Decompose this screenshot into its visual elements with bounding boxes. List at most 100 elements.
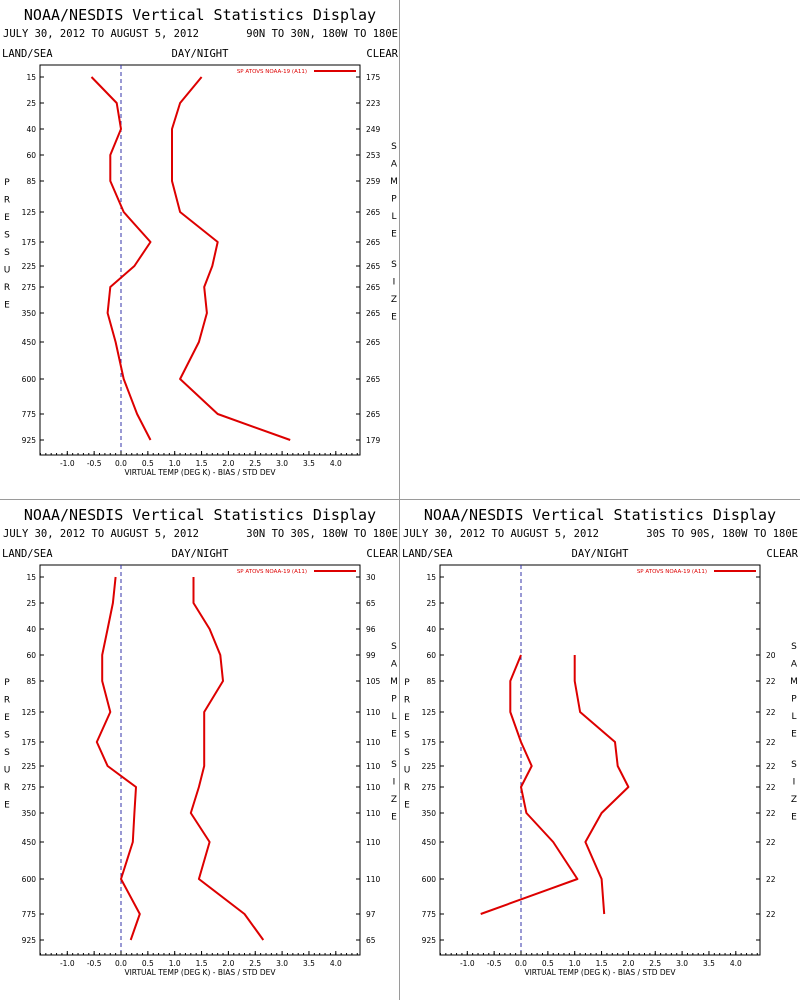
land-sea-label: LAND/SEA bbox=[402, 548, 453, 560]
y2-axis-label-letter: M bbox=[390, 677, 398, 687]
pressure-label: 350 bbox=[22, 809, 37, 818]
chart-svg: NOAA/NESDIS Vertical Statistics Display J… bbox=[2, 506, 399, 977]
y-axis-label-letter: E bbox=[4, 801, 10, 811]
pressure-label: 925 bbox=[422, 936, 437, 945]
panel-tropics: NOAA/NESDIS Vertical Statistics Display J… bbox=[0, 500, 400, 1000]
y2-axis-label-letter: S bbox=[791, 760, 797, 770]
series-line-bias bbox=[90, 76, 152, 441]
y2-axis-label-letter: Z bbox=[791, 795, 797, 805]
y2-axis-label-letter: L bbox=[391, 212, 396, 222]
y-axis-label-letter: U bbox=[404, 766, 411, 776]
pressure-label: 775 bbox=[22, 410, 37, 419]
x-tick-label: 1.5 bbox=[196, 459, 208, 468]
pressure-label: 175 bbox=[422, 738, 437, 747]
x-tick-label: 2.5 bbox=[649, 959, 661, 968]
sample-size-label: 22 bbox=[766, 762, 776, 771]
sample-size-label: 265 bbox=[366, 238, 381, 247]
pressure-label: 175 bbox=[22, 738, 37, 747]
pressure-label: 40 bbox=[26, 125, 36, 134]
y-axis-label-letter: S bbox=[4, 231, 10, 241]
sample-size-label: 110 bbox=[366, 809, 381, 818]
sample-size-label: 97 bbox=[366, 910, 376, 919]
sample-size-label: 22 bbox=[766, 875, 776, 884]
sample-size-label: 105 bbox=[366, 677, 381, 686]
panel-north: NOAA/NESDIS Vertical Statistics Display J… bbox=[0, 0, 400, 500]
pressure-label: 350 bbox=[422, 809, 437, 818]
x-tick-label: 2.5 bbox=[249, 459, 261, 468]
y-axis-label-letter: U bbox=[4, 766, 11, 776]
y2-axis-label-letter: E bbox=[791, 813, 797, 823]
sample-size-label: 65 bbox=[366, 936, 376, 945]
series-line-std-dev bbox=[189, 577, 265, 941]
y-axis-label-letter: P bbox=[404, 678, 410, 688]
pressure-label: 15 bbox=[26, 73, 36, 82]
y2-axis-label-letter: E bbox=[391, 313, 397, 323]
sample-size-label: 265 bbox=[366, 410, 381, 419]
date-range: JULY 30, 2012 TO AUGUST 5, 2012 bbox=[3, 28, 199, 40]
x-tick-label: 0.0 bbox=[115, 959, 127, 968]
y-axis-label-letter: E bbox=[4, 301, 10, 311]
sample-size-label: 22 bbox=[766, 809, 776, 818]
x-tick-label: -1.0 bbox=[60, 459, 75, 468]
sample-size-label: 265 bbox=[366, 262, 381, 271]
sample-size-label: 20 bbox=[766, 651, 776, 660]
x-tick-label: 1.0 bbox=[169, 459, 181, 468]
series-line-std-dev bbox=[171, 76, 291, 441]
y-axis-label-letter: P bbox=[4, 178, 10, 188]
y2-axis-label-letter: S bbox=[791, 642, 797, 652]
pressure-label: 60 bbox=[26, 151, 36, 160]
x-tick-label: 3.0 bbox=[276, 959, 288, 968]
x-tick-label: 0.5 bbox=[542, 959, 554, 968]
x-tick-label: 2.0 bbox=[222, 959, 234, 968]
day-night-label: DAY/NIGHT bbox=[172, 48, 230, 60]
x-tick-label: 3.5 bbox=[303, 459, 315, 468]
y2-axis-label-letter: E bbox=[391, 813, 397, 823]
chart-title: NOAA/NESDIS Vertical Statistics Display bbox=[24, 506, 376, 524]
y2-axis-label-letter: E bbox=[391, 730, 397, 740]
pressure-label: 450 bbox=[22, 838, 37, 847]
sample-size-label: 265 bbox=[366, 375, 381, 384]
y-axis-label-letter: P bbox=[4, 678, 10, 688]
pressure-label: 925 bbox=[22, 436, 37, 445]
sample-size-label: 110 bbox=[366, 738, 381, 747]
chart-svg: NOAA/NESDIS Vertical Statistics Display J… bbox=[402, 506, 799, 977]
x-tick-label: -1.0 bbox=[60, 959, 75, 968]
horizontal-divider bbox=[0, 499, 800, 500]
region-label: 30N TO 30S, 180W TO 180E bbox=[246, 528, 398, 540]
pressure-label: 450 bbox=[422, 838, 437, 847]
sample-size-label: 265 bbox=[366, 309, 381, 318]
plot-frame bbox=[439, 564, 761, 956]
x-tick-label: 1.5 bbox=[596, 959, 608, 968]
x-tick-label: 1.0 bbox=[169, 959, 181, 968]
pressure-label: 125 bbox=[422, 708, 437, 717]
y-axis-label-letter: R bbox=[4, 196, 10, 206]
sample-size-label: 99 bbox=[366, 651, 376, 660]
sample-size-label: 110 bbox=[366, 762, 381, 771]
y2-axis-label-letter: P bbox=[791, 695, 797, 705]
y-axis-label-letter: R bbox=[4, 283, 10, 293]
y-axis-label-letter: R bbox=[4, 783, 10, 793]
y2-axis-label-letter: A bbox=[391, 160, 398, 170]
y-axis-label-letter: R bbox=[4, 696, 10, 706]
pressure-label: 225 bbox=[22, 262, 37, 271]
day-night-label: DAY/NIGHT bbox=[172, 548, 230, 560]
plot-frame bbox=[39, 564, 361, 956]
sample-size-label: 179 bbox=[366, 436, 381, 445]
y2-axis-label-letter: L bbox=[791, 712, 796, 722]
pressure-label: 25 bbox=[26, 99, 36, 108]
pressure-label: 175 bbox=[22, 238, 37, 247]
sample-size-label: 22 bbox=[766, 910, 776, 919]
x-tick-label: -1.0 bbox=[460, 959, 475, 968]
legend-label: SP ATOVS NOAA-19 (A11) bbox=[237, 569, 307, 575]
y-axis-label-letter: S bbox=[4, 731, 10, 741]
x-tick-label: 1.5 bbox=[196, 959, 208, 968]
x-tick-label: 3.5 bbox=[303, 959, 315, 968]
y2-axis-label-letter: L bbox=[391, 712, 396, 722]
y2-axis-label-letter: S bbox=[391, 642, 397, 652]
pressure-label: 15 bbox=[426, 573, 436, 582]
sample-size-label: 96 bbox=[366, 625, 376, 634]
pressure-label: 60 bbox=[426, 651, 436, 660]
sample-size-label: 22 bbox=[766, 738, 776, 747]
pressure-label: 25 bbox=[426, 599, 436, 608]
y2-axis-label-letter: Z bbox=[391, 795, 397, 805]
